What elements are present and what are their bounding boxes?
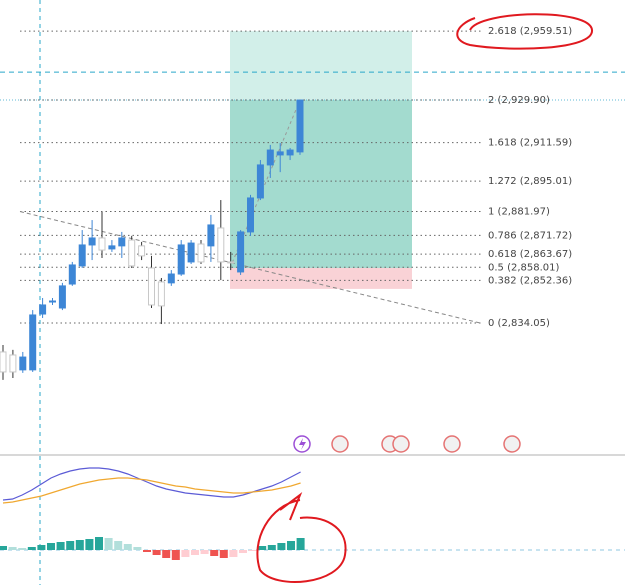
- candle-body: [138, 245, 146, 257]
- candle-body: [78, 244, 86, 267]
- event-icon[interactable]: [443, 435, 461, 453]
- histogram-bar: [47, 543, 55, 550]
- fib-level-label: 2 (2,929.90): [488, 95, 550, 106]
- candle-body: [118, 237, 126, 247]
- histogram-bar: [229, 550, 238, 557]
- fib-level-label: 0.382 (2,852.36): [488, 275, 572, 286]
- macd-line: [2, 467, 301, 501]
- candle-body: [197, 243, 205, 263]
- histogram-bar: [239, 550, 247, 553]
- candle-body: [29, 314, 37, 371]
- fib-level-label: 1.272 (2,895.01): [488, 176, 572, 187]
- histogram-bar: [104, 538, 113, 550]
- histogram-bar: [171, 550, 180, 560]
- fib-level-label: 1.618 (2,911.59): [488, 138, 572, 149]
- candle-body: [286, 149, 294, 156]
- candle-body: [108, 245, 116, 250]
- candle-body: [237, 231, 245, 273]
- candle-body: [266, 149, 274, 166]
- histogram-bar: [296, 538, 305, 550]
- histogram-bar: [123, 544, 132, 550]
- annotation-circle: [256, 492, 347, 583]
- candle-body: [167, 273, 175, 284]
- fib-level-label: 2.618 (2,959.51): [488, 26, 572, 37]
- fib-level-label: 0.618 (2,863.67): [488, 249, 572, 260]
- histogram-bar: [0, 546, 7, 550]
- candle-body: [256, 164, 264, 199]
- histogram-bar: [162, 550, 171, 558]
- foreground-layer: 2.618 (2,959.51) 2 (2,929.90) 1.618 (2,911…: [0, 26, 572, 560]
- histogram-bar: [152, 550, 161, 555]
- histogram-bar: [287, 541, 295, 550]
- histogram-bar: [191, 550, 199, 555]
- candle-body: [177, 244, 185, 275]
- histogram-bar: [56, 542, 65, 550]
- candle-body: [128, 239, 136, 267]
- candle-body: [58, 285, 66, 309]
- candle-body: [9, 354, 17, 373]
- histogram-bar: [37, 545, 46, 550]
- histogram-bar: [219, 550, 228, 558]
- candle-body: [148, 267, 155, 306]
- histogram-bar: [27, 547, 36, 550]
- histogram-bar: [248, 550, 257, 551]
- histogram-bar: [143, 550, 151, 552]
- histogram-bar: [75, 540, 84, 550]
- candle-body: [217, 227, 225, 263]
- histogram-bar: [200, 550, 209, 554]
- candle-body: [19, 356, 27, 371]
- candle-body: [98, 237, 106, 251]
- histogram-bar: [18, 548, 27, 550]
- candle-body: [68, 264, 76, 285]
- histogram-bar: [258, 546, 267, 550]
- histogram-bar: [133, 547, 142, 550]
- background-layer: [0, 30, 625, 551]
- candle-body: [157, 281, 165, 307]
- fib-level-label: 0 (2,834.05): [488, 318, 550, 329]
- fib-level-label: 0.786 (2,871.72): [488, 230, 572, 241]
- candle-body: [227, 261, 235, 264]
- candle-body: [187, 242, 195, 263]
- candle-body: [247, 197, 254, 233]
- histogram-bar: [210, 550, 219, 556]
- signal-line: [2, 477, 301, 504]
- fib-trend-line: [19, 211, 481, 324]
- annotation-circle: [456, 13, 594, 50]
- lightning-icon: [299, 438, 306, 450]
- candle-body: [88, 237, 96, 246]
- candle-body: [207, 224, 215, 247]
- fib-level-label: 0.5 (2,858.01): [488, 262, 560, 273]
- candle-body: [296, 99, 304, 153]
- histogram-bar: [181, 550, 190, 557]
- event-icon[interactable]: [503, 435, 521, 453]
- histogram-bar: [95, 537, 103, 550]
- fib-level-label: 1 (2,881.97): [488, 207, 550, 218]
- candle-body: [39, 304, 47, 315]
- event-icons: [293, 435, 521, 453]
- histogram-bar: [85, 539, 94, 550]
- histogram-bar: [114, 541, 123, 550]
- position-stop-zone: [230, 267, 412, 289]
- event-icon[interactable]: [331, 435, 349, 453]
- histogram-bar: [66, 541, 75, 550]
- candle-body: [49, 300, 56, 303]
- event-icon[interactable]: [392, 435, 410, 453]
- candle-body: [276, 151, 284, 156]
- histogram-bar: [267, 545, 276, 550]
- histogram-bar: [277, 543, 286, 550]
- histogram-bar: [8, 547, 17, 550]
- candle-body: [0, 351, 7, 373]
